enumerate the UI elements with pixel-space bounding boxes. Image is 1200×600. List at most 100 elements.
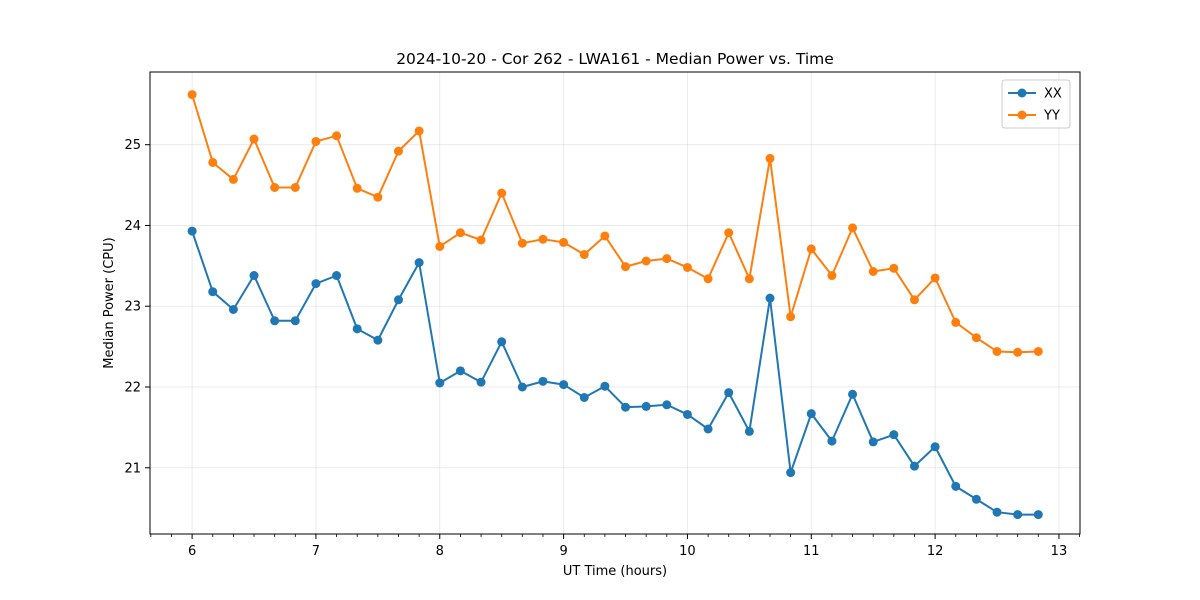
data-point-yy: [559, 237, 569, 247]
data-point-xx: [786, 468, 796, 478]
data-point-yy: [765, 153, 775, 163]
data-point-yy: [290, 183, 300, 192]
data-point-xx: [827, 436, 837, 446]
x-tick-label: 13: [1051, 544, 1068, 559]
data-point-xx: [393, 295, 403, 305]
y-tick-label: 23: [124, 300, 141, 315]
data-point-yy: [786, 312, 796, 322]
grid: [150, 72, 1080, 534]
data-point-yy: [270, 183, 280, 192]
data-point-yy: [703, 274, 713, 284]
data-point-xx: [455, 366, 465, 376]
data-point-yy: [435, 241, 445, 251]
data-point-xx: [1033, 510, 1043, 520]
y-axis-label: Median Power (CPU): [102, 237, 117, 368]
data-point-yy: [930, 273, 940, 283]
data-point-yy: [352, 183, 362, 193]
data-point-yy: [682, 262, 692, 272]
x-tick-label: 10: [679, 544, 696, 559]
x-tick-label: 7: [312, 544, 320, 559]
y-tick-label: 21: [124, 461, 141, 476]
legend-label-yy: YY: [1043, 109, 1060, 124]
data-point-xx: [187, 226, 197, 236]
data-point-yy: [373, 192, 383, 202]
data-point-xx: [538, 376, 548, 386]
data-point-xx: [332, 271, 342, 281]
data-point-yy: [827, 271, 837, 281]
data-point-xx: [559, 380, 569, 390]
data-point-xx: [806, 409, 816, 419]
data-point-yy: [414, 126, 424, 136]
data-point-xx: [579, 393, 589, 402]
legend-marker-yy: [1017, 110, 1027, 120]
data-point-yy: [621, 262, 631, 272]
data-point-xx: [600, 381, 610, 391]
data-point-xx: [517, 382, 527, 392]
data-point-yy: [476, 235, 486, 245]
data-point-xx: [641, 401, 651, 411]
x-tick-label: 12: [927, 544, 944, 559]
data-point-yy: [332, 131, 342, 141]
data-point-xx: [414, 258, 424, 268]
data-point-yy: [600, 231, 610, 241]
legend: XX YY: [1001, 79, 1071, 129]
data-point-yy: [951, 317, 961, 327]
data-point-yy: [517, 238, 527, 248]
data-point-xx: [621, 402, 631, 412]
series-layer: [187, 90, 1043, 520]
data-point-yy: [868, 267, 878, 276]
data-point-yy: [909, 295, 919, 305]
data-point-xx: [868, 437, 878, 447]
data-point-xx: [744, 426, 754, 436]
data-point-xx: [889, 430, 899, 440]
data-point-xx: [1013, 510, 1023, 520]
legend-marker-xx: [1017, 88, 1027, 98]
data-point-xx: [971, 494, 981, 504]
data-point-yy: [311, 136, 321, 146]
x-tick-label: 9: [559, 544, 567, 559]
data-point-yy: [724, 228, 734, 238]
data-point-xx: [290, 316, 300, 326]
data-point-yy: [806, 244, 816, 254]
series-yy: [187, 90, 1043, 357]
data-point-xx: [703, 424, 713, 434]
legend-label-xx: XX: [1044, 87, 1062, 102]
data-point-xx: [848, 389, 858, 399]
data-point-yy: [641, 256, 651, 266]
data-point-xx: [476, 377, 486, 387]
data-point-xx: [909, 461, 919, 471]
data-point-xx: [662, 400, 672, 410]
data-point-xx: [930, 442, 940, 452]
data-point-yy: [662, 254, 672, 264]
data-point-yy: [971, 333, 981, 343]
data-point-yy: [497, 188, 507, 198]
x-tick-label: 11: [803, 544, 820, 559]
data-point-yy: [889, 263, 899, 273]
data-point-yy: [208, 157, 218, 167]
data-point-xx: [435, 378, 445, 388]
y-tick-label: 22: [124, 381, 141, 396]
data-point-xx: [373, 335, 383, 345]
axes: 6 7 8 9 10 11 12 13 21 22 23 24 25: [124, 138, 1080, 559]
data-point-xx: [228, 304, 238, 314]
data-point-xx: [724, 388, 734, 398]
data-point-yy: [1033, 346, 1043, 356]
data-point-xx: [249, 271, 259, 281]
data-point-xx: [270, 316, 280, 326]
data-point-yy: [1013, 347, 1023, 357]
data-point-yy: [992, 346, 1002, 356]
data-point-xx: [497, 337, 507, 347]
data-point-yy: [579, 250, 589, 260]
data-point-yy: [393, 146, 403, 156]
data-point-xx: [951, 481, 961, 491]
plot-frame: [149, 71, 1081, 535]
x-tick-label: 6: [188, 544, 196, 559]
data-point-xx: [352, 324, 362, 334]
data-point-yy: [249, 134, 259, 144]
series-xx: [187, 226, 1043, 520]
chart-title: 2024-10-20 - Cor 262 - LWA161 - Median P…: [396, 50, 834, 68]
data-point-xx: [682, 409, 692, 419]
data-point-yy: [744, 274, 754, 284]
data-point-yy: [455, 228, 465, 238]
